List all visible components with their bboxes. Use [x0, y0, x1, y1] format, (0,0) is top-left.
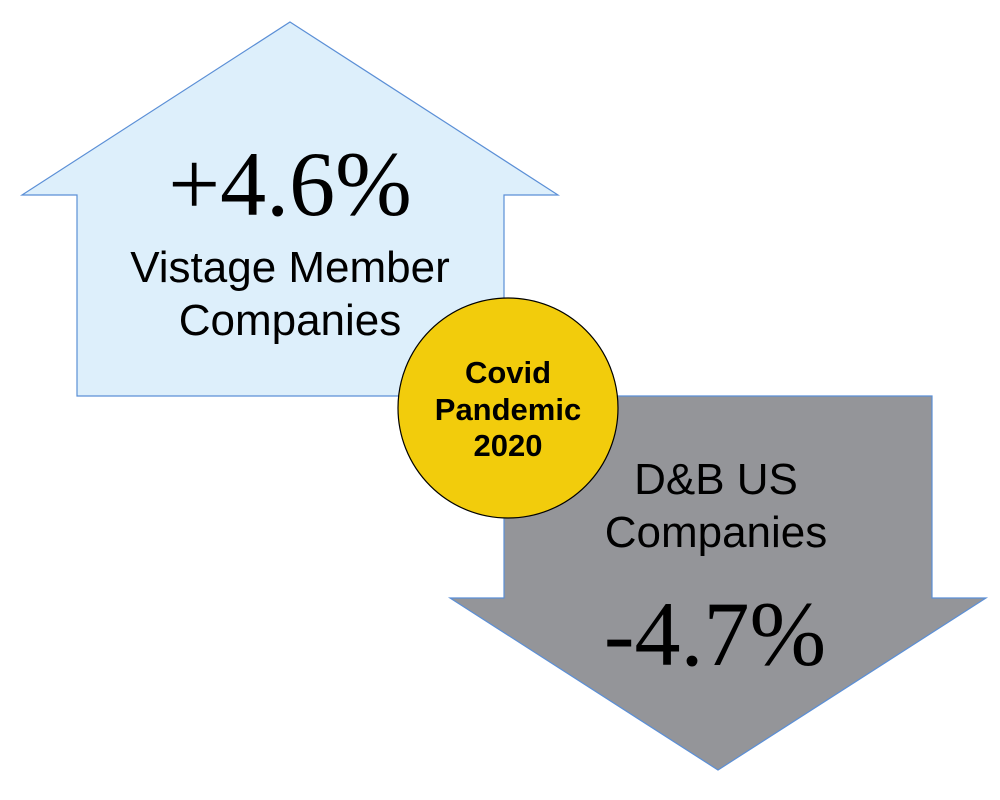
- up-arrow-label-line-1: Vistage Member: [130, 243, 450, 292]
- down-arrow-shape: [447, 395, 989, 771]
- down-arrow-label-line-1: D&B US: [634, 455, 798, 504]
- up-arrow-value: +4.6%: [168, 133, 412, 235]
- covid-circle-line-1: Covid: [464, 355, 552, 390]
- down-arrow-label-line-2: Companies: [604, 507, 828, 557]
- up-arrow-shape: [19, 21, 561, 397]
- down-arrow-label: D&B US Companies: [546, 454, 886, 560]
- up-arrow-label: Vistage Member Companies: [90, 242, 490, 348]
- covid-circle: [397, 297, 619, 519]
- covid-circle-line-2: Pandemic: [434, 391, 582, 427]
- up-arrow-label-line-2: Companies: [178, 295, 402, 345]
- down-arrow-value: -4.7%: [603, 583, 827, 685]
- covid-circle-label: Covid Pandemic 2020: [398, 355, 618, 465]
- covid-circle-line-3: 2020: [473, 428, 543, 464]
